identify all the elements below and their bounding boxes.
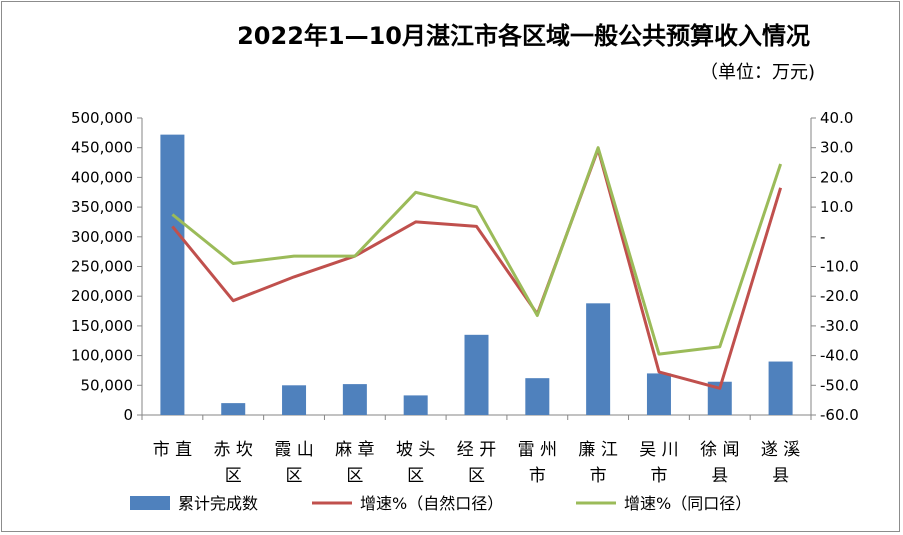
right-axis-tick-label: -30.0 (820, 317, 859, 335)
left-axis-tick-label: 100,000 (71, 347, 133, 365)
category-label: 赤 坎 (214, 440, 253, 460)
category-label: 区 (346, 466, 363, 486)
left-axis-tick-label: 250,000 (71, 258, 133, 276)
category-label: 吴 川 (639, 440, 678, 460)
category-label: 雷 州 (518, 440, 557, 460)
category-label: 遂 溪 (761, 440, 800, 460)
legend-swatch-0 (130, 496, 170, 510)
category-label: 市 (590, 466, 607, 486)
category-label: 市 直 (153, 440, 192, 460)
bar-0 (160, 134, 185, 415)
bar-4 (403, 395, 428, 415)
category-label: 麻 章 (335, 440, 374, 460)
left-axis-tick-label: 200,000 (71, 287, 133, 305)
right-axis-tick-label: -20.0 (820, 287, 859, 305)
right-axis-tick-label: - (820, 228, 825, 246)
left-axis-tick-label: 450,000 (71, 139, 133, 157)
right-axis-tick-label: 10.0 (820, 198, 853, 216)
right-axis-tick-label: -40.0 (820, 347, 859, 365)
category-label: 坡 头 (396, 440, 435, 460)
category-label: 徐 闻 (700, 440, 739, 460)
category-label: 区 (407, 466, 424, 486)
left-axis-tick-label: 500,000 (71, 109, 133, 127)
right-axis-tick-label: 40.0 (820, 109, 853, 127)
left-axis-tick-label: 350,000 (71, 198, 133, 216)
bar-2 (282, 385, 307, 415)
bar-3 (342, 384, 367, 415)
category-label: 区 (225, 466, 242, 486)
chart-title: 2022年1—10月湛江市各区域一般公共预算收入情况 (237, 22, 810, 50)
left-axis-tick-label: 400,000 (71, 168, 133, 186)
category-label: 县 (772, 466, 789, 486)
category-label: 廉 江 (578, 440, 617, 460)
right-axis-tick-label: -10.0 (820, 258, 859, 276)
right-axis-tick-label: 30.0 (820, 139, 853, 157)
left-axis-tick-label: 150,000 (71, 317, 133, 335)
legend-label-0: 累计完成数 (178, 494, 258, 513)
bar-8 (646, 373, 671, 415)
category-label: 县 (711, 466, 728, 486)
category-label: 市 (529, 466, 546, 486)
legend-label-2: 增速%（同口径） (624, 494, 751, 513)
series-line-1 (171, 146, 783, 356)
category-label: 区 (286, 466, 303, 486)
bar-7 (586, 303, 611, 415)
left-axis-tick-label: 0 (123, 406, 133, 424)
bar-5 (464, 334, 489, 415)
category-label: 霞 山 (274, 440, 313, 460)
category-label: 市 (650, 466, 667, 486)
chart-subtitle: （单位：万元) (699, 62, 815, 83)
left-axis-tick-label: 50,000 (81, 376, 134, 394)
bar-1 (221, 403, 246, 415)
legend-label-1: 增速%（自然口径） (360, 494, 503, 513)
right-axis-tick-label: 20.0 (820, 168, 853, 186)
category-label: 区 (468, 466, 485, 486)
left-axis-tick-label: 300,000 (71, 228, 133, 246)
category-label: 经 开 (457, 440, 496, 460)
right-axis-tick-label: -50.0 (820, 376, 859, 394)
bar-10 (768, 361, 793, 415)
right-axis-tick-label: -60.0 (820, 406, 859, 424)
bar-6 (525, 378, 550, 415)
